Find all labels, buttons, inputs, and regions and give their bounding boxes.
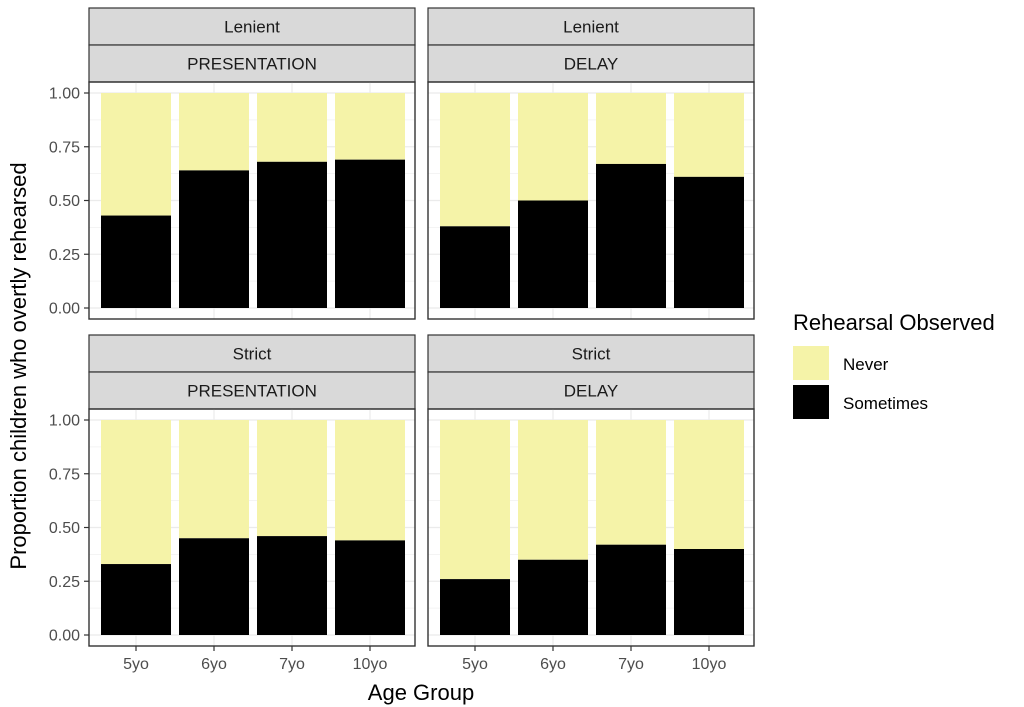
y-tick-label: 0.00 — [49, 301, 80, 318]
bar-never — [257, 420, 327, 537]
bar-sometimes — [179, 170, 249, 308]
y-tick-label: 0.75 — [49, 466, 80, 483]
strip-col-label: PRESENTATION — [187, 382, 317, 401]
y-axis-title: Proportion children who overtly rehearse… — [6, 162, 31, 569]
legend-title: Rehearsal Observed — [793, 310, 995, 335]
strip-row-label: Lenient — [563, 18, 619, 37]
strip-row-label: Lenient — [224, 18, 280, 37]
strip-col-label: PRESENTATION — [187, 55, 317, 74]
bar-never — [440, 420, 510, 580]
bar-never — [101, 420, 171, 565]
legend-key-never — [793, 346, 829, 380]
legend-label-never: Never — [843, 355, 889, 374]
strip-col-label: DELAY — [564, 55, 619, 74]
bar-sometimes — [101, 564, 171, 635]
bar-sometimes — [101, 215, 171, 308]
bar-never — [257, 93, 327, 162]
x-tick-label: 10yo — [692, 656, 727, 673]
legend-label-sometimes: Sometimes — [843, 394, 928, 413]
y-tick-label: 0.50 — [49, 520, 80, 537]
bar-sometimes — [674, 549, 744, 635]
bar-never — [518, 93, 588, 201]
bar-never — [335, 93, 405, 160]
bar-sometimes — [518, 559, 588, 635]
bar-sometimes — [518, 200, 588, 308]
strip-row-bg — [88, 334, 416, 373]
facet-panel: Lenient PRESENTATION 0.00 0.25 0.50 0.75 1.00 — [49, 7, 416, 320]
y-tick-label: 0.75 — [49, 139, 80, 156]
strip-col-bg — [427, 44, 755, 83]
y-tick-label: 0.00 — [49, 628, 80, 645]
bar-sometimes — [257, 161, 327, 308]
strip-row-bg — [427, 7, 755, 46]
x-tick-label: 6yo — [201, 656, 227, 673]
strip-row-label: Strict — [233, 345, 272, 364]
strip-row-bg — [88, 7, 416, 46]
x-tick-label: 7yo — [618, 656, 644, 673]
y-tick-label: 0.25 — [49, 574, 80, 591]
bar-never — [179, 93, 249, 171]
strip-col-label: DELAY — [564, 382, 619, 401]
bar-sometimes — [335, 540, 405, 635]
bar-sometimes — [440, 226, 510, 308]
bar-never — [518, 420, 588, 560]
y-tick-label: 0.25 — [49, 247, 80, 264]
bar-never — [596, 420, 666, 545]
bar-never — [101, 93, 171, 216]
panel-border — [427, 81, 755, 320]
facet-panel: Strict DELAY 5yo 6yo 7yo 10yo — [427, 334, 755, 673]
bar-never — [674, 420, 744, 549]
y-tick-label: 1.00 — [49, 413, 80, 430]
bar-never — [335, 420, 405, 541]
x-tick-label: 5yo — [462, 656, 488, 673]
x-tick-label: 7yo — [279, 656, 305, 673]
strip-row-bg — [427, 334, 755, 373]
x-tick-label: 5yo — [123, 656, 149, 673]
bar-sometimes — [179, 538, 249, 635]
strip-col-bg — [427, 371, 755, 410]
x-tick-label: 6yo — [540, 656, 566, 673]
y-tick-label: 1.00 — [49, 86, 80, 103]
legend-key-sometimes — [793, 385, 829, 419]
facet-panel: Strict PRESENTATION 0.00 0.25 0.50 0.75 1.00 5y… — [49, 334, 416, 673]
strip-col-bg — [88, 44, 416, 83]
x-axis-title: Age Group — [368, 680, 474, 705]
bar-sometimes — [596, 544, 666, 635]
bar-sometimes — [335, 159, 405, 308]
legend: Rehearsal Observed Never Sometimes — [793, 310, 995, 419]
bar-sometimes — [674, 176, 744, 308]
bar-never — [674, 93, 744, 177]
facet-panel: Lenient DELAY — [427, 7, 755, 320]
bar-sometimes — [440, 579, 510, 635]
strip-row-label: Strict — [572, 345, 611, 364]
y-tick-label: 0.50 — [49, 193, 80, 210]
bar-never — [440, 93, 510, 227]
bar-never — [179, 420, 249, 539]
strip-col-bg — [88, 371, 416, 410]
panel-border — [427, 408, 755, 647]
bar-never — [596, 93, 666, 164]
panels-layer: LenientPRESENTATION0.000.250.500.751.00L… — [49, 7, 755, 673]
x-tick-label: 10yo — [353, 656, 388, 673]
bar-sometimes — [596, 163, 666, 308]
bar-sometimes — [257, 536, 327, 635]
